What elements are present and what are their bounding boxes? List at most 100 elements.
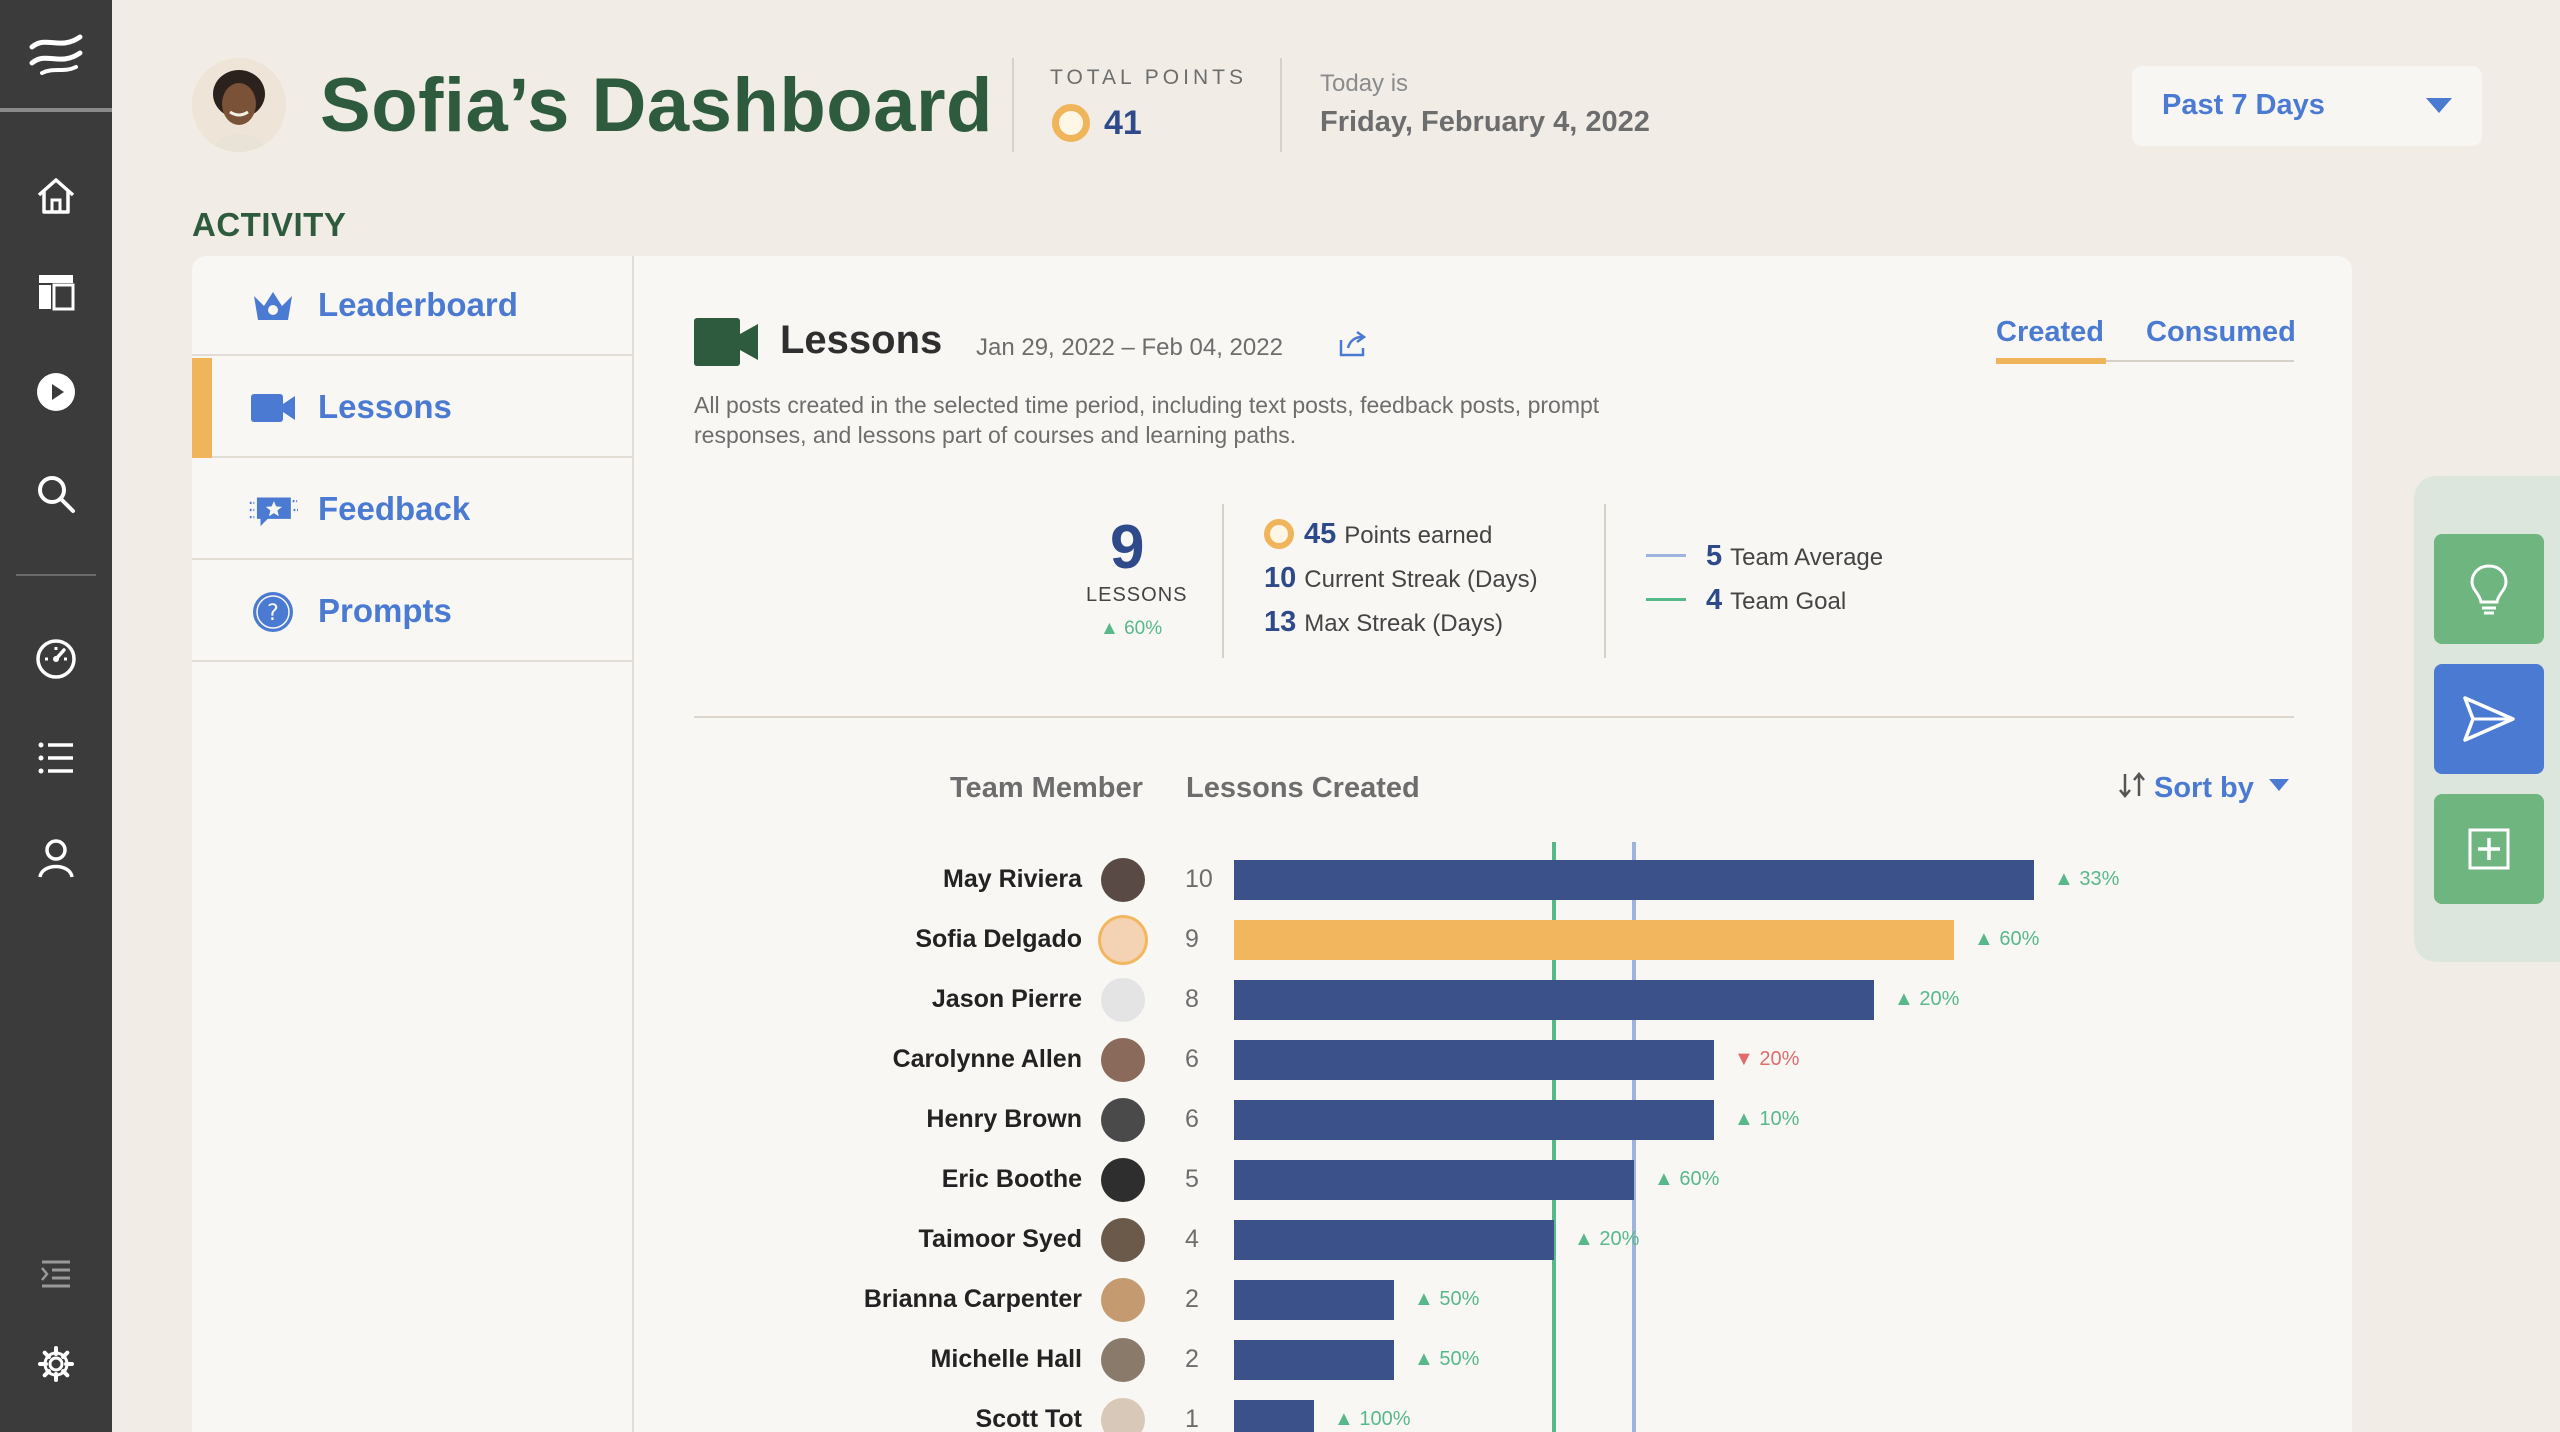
lesson-count: 4 [1185, 1225, 1199, 1253]
lesson-count: 6 [1185, 1105, 1199, 1133]
avatar [1101, 1218, 1145, 1262]
sidebar-item-label: Leaderboard [318, 286, 518, 323]
bar [1234, 860, 2034, 900]
change-badge: ▲ 20% [1894, 988, 1960, 1010]
sort-by-button[interactable]: Sort by [2116, 772, 2290, 805]
dashboard-gauge-icon[interactable] [28, 630, 84, 686]
change-badge: ▲ 33% [2054, 868, 2120, 890]
points-coin-icon [1052, 104, 1090, 142]
logo-icon [29, 34, 83, 75]
section-divider [694, 716, 2294, 718]
crown-icon [248, 282, 298, 330]
legend-line [1646, 598, 1686, 602]
bar [1234, 1220, 1554, 1260]
avatar [1101, 978, 1145, 1022]
sort-icon [2119, 772, 2145, 799]
lessons-count-label: LESSONS [1086, 584, 1188, 606]
stat-points: 45 Points earned [1264, 518, 1492, 552]
lesson-count: 9 [1185, 925, 1199, 953]
avatar [1101, 1158, 1145, 1202]
change-badge: ▲ 60% [1654, 1168, 1720, 1190]
stat-max-streak: 13 Max Streak (Days) [1264, 606, 1503, 638]
home-icon[interactable] [28, 168, 84, 224]
change-badge: ▲ 50% [1414, 1288, 1480, 1310]
points-coin-icon [1264, 518, 1294, 549]
activity-sidebar: Leaderboard Lessons Feedback ? Prompts [192, 256, 634, 1432]
avatar [1101, 1398, 1145, 1432]
add-button[interactable] [2434, 794, 2544, 904]
lesson-count: 6 [1185, 1045, 1199, 1073]
play-icon[interactable] [28, 364, 84, 420]
bar [1234, 1160, 1634, 1200]
question-icon: ? [248, 588, 298, 636]
share-icon[interactable] [1338, 330, 1368, 363]
idea-button[interactable] [2434, 534, 2544, 644]
tab-active-indicator [1996, 358, 2106, 364]
today-date: Friday, February 4, 2022 [1320, 106, 1650, 138]
library-icon[interactable] [28, 264, 84, 320]
bar [1234, 1100, 1714, 1140]
panel-description: All posts created in the selected time p… [694, 392, 1600, 448]
sidebar-item-label: Feedback [318, 490, 471, 527]
bar [1234, 1340, 1394, 1380]
member-name: Sofia Delgado [915, 925, 1082, 953]
bar [1234, 1280, 1394, 1320]
legend-team-goal: 4 Team Goal [1646, 584, 1846, 617]
profile-icon[interactable] [28, 830, 84, 886]
page-title: Sofia’s Dashboard [320, 63, 993, 148]
avatar [1101, 1098, 1145, 1142]
date-range-select[interactable]: Past 7 Days [2132, 66, 2482, 146]
send-icon [2463, 696, 2515, 742]
legend-team-average: 5 Team Average [1646, 540, 1883, 573]
bar [1234, 1040, 1714, 1080]
rail-divider [16, 574, 96, 576]
video-camera-icon [694, 316, 760, 373]
date-range-value: Past 7 Days [2162, 89, 2325, 121]
header-divider [1280, 58, 1282, 152]
list-icon[interactable] [28, 730, 84, 786]
change-badge: ▼ 20% [1734, 1048, 1800, 1070]
tab-consumed[interactable]: Consumed [2146, 316, 2296, 348]
column-lessons-created: Lessons Created [1186, 772, 1420, 804]
total-points-label: TOTAL POINTS [1050, 66, 1247, 89]
avatar-portrait-icon [192, 58, 286, 152]
legend-line [1646, 554, 1686, 558]
avatar [1101, 1038, 1145, 1082]
tab-underline [1996, 360, 2294, 362]
member-name: Taimoor Syed [918, 1225, 1082, 1253]
lessons-count-change: ▲ 60% [1100, 618, 1163, 639]
chevron-down-icon [2426, 98, 2452, 113]
lesson-count: 2 [1185, 1345, 1199, 1373]
lesson-count: 5 [1185, 1165, 1199, 1193]
sidebar-item-prompts[interactable]: ? Prompts [192, 562, 632, 662]
search-icon[interactable] [28, 466, 84, 522]
change-badge: ▲ 50% [1414, 1348, 1480, 1370]
chevron-down-icon [2268, 779, 2289, 792]
avatar [1101, 1338, 1145, 1382]
app-logo[interactable] [0, 0, 112, 112]
active-indicator [192, 358, 212, 458]
tab-created[interactable]: Created [1996, 316, 2104, 348]
stats-divider [1222, 504, 1224, 658]
sidebar-item-label: Prompts [318, 592, 452, 629]
avatar [1101, 918, 1145, 962]
member-name: Eric Boothe [941, 1165, 1082, 1193]
video-camera-icon [248, 384, 298, 432]
settings-gear-icon[interactable] [28, 1336, 84, 1392]
stats-divider [1604, 504, 1606, 658]
section-title: ACTIVITY [192, 206, 347, 243]
send-button[interactable] [2434, 664, 2544, 774]
lesson-count: 1 [1185, 1405, 1199, 1432]
plus-icon [2468, 828, 2510, 870]
sidebar-item-leaderboard[interactable]: Leaderboard [192, 256, 632, 356]
lessons-count: 9 [1110, 513, 1145, 582]
change-badge: ▲ 100% [1334, 1408, 1411, 1430]
user-avatar[interactable] [192, 58, 286, 152]
collapse-menu-icon[interactable] [28, 1246, 84, 1302]
member-name: Henry Brown [926, 1105, 1082, 1133]
sidebar-item-lessons[interactable]: Lessons [192, 358, 632, 458]
change-badge: ▲ 20% [1574, 1228, 1640, 1250]
panel-date-range: Jan 29, 2022 – Feb 04, 2022 [976, 334, 1283, 361]
feedback-star-icon [248, 486, 298, 534]
sidebar-item-feedback[interactable]: Feedback [192, 460, 632, 560]
